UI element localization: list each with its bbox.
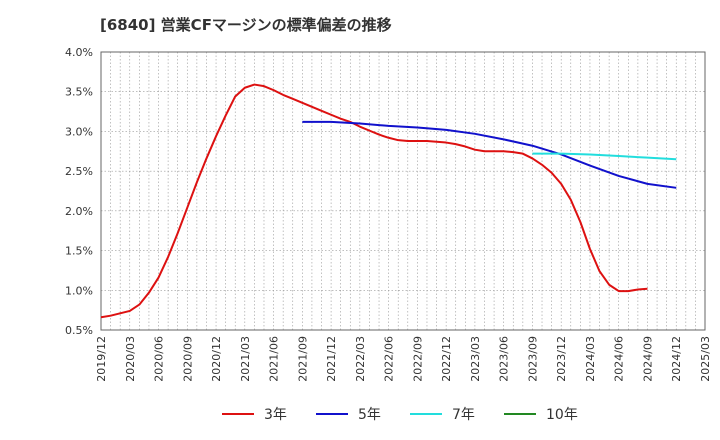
legend-label: 3年 [264, 407, 287, 423]
x-tick-label: 2023/09 [526, 336, 539, 382]
y-tick-label: 2.0% [65, 205, 93, 218]
x-tick-label: 2020/12 [210, 336, 223, 382]
x-tick-label: 2021/06 [268, 336, 281, 382]
chart-title: [6840] 営業CFマージンの標準偏差の推移 [100, 16, 392, 34]
x-tick-label: 2022/12 [440, 336, 453, 382]
x-tick-label: 2020/06 [153, 336, 166, 382]
legend-label: 10年 [546, 407, 578, 423]
series-line-5年 [302, 120, 677, 189]
series-line-3年 [100, 83, 648, 319]
x-tick-label: 2024/09 [641, 336, 654, 382]
x-tick-label: 2022/06 [383, 336, 396, 382]
y-tick-label: 1.5% [65, 245, 93, 258]
plot-border [100, 51, 706, 331]
x-tick-label: 2022/09 [411, 336, 424, 382]
y-tick-label: 1.0% [65, 284, 93, 297]
series-line-7年 [532, 152, 677, 161]
plot-background [101, 52, 705, 330]
y-tick-label: 0.5% [65, 324, 93, 337]
x-tick-label: 2025/03 [699, 336, 712, 382]
x-tick-label: 2021/09 [296, 336, 309, 382]
x-tick-label: 2024/03 [584, 336, 597, 382]
legend-label: 5年 [358, 407, 381, 423]
x-tick-label: 2019/12 [95, 336, 108, 382]
x-tick-label: 2024/06 [613, 336, 626, 382]
x-tick-label: 2020/09 [181, 336, 194, 382]
x-tick-label: 2023/06 [498, 336, 511, 382]
plot-area: 0.5% 1.0% 1.5% 2.0% 2.5% 3.0% 3.5% 4.0% 2019/12 2… [65, 46, 712, 382]
x-tick-label: 2023/12 [555, 336, 568, 382]
x-tick-label: 2022/03 [354, 336, 367, 382]
y-tick-label: 3.0% [65, 125, 93, 138]
legend-label: 7年 [452, 407, 475, 423]
x-tick-label: 2020/03 [124, 336, 137, 382]
y-tick-label: 2.5% [65, 165, 93, 178]
legend: 3年 5年 7年 10年 [222, 407, 578, 423]
x-tick-label: 2024/12 [670, 336, 683, 382]
x-tick-label: 2021/12 [325, 336, 338, 382]
y-tick-label: 4.0% [65, 46, 93, 59]
x-tick-label: 2021/03 [239, 336, 252, 382]
x-tick-label: 2023/03 [469, 336, 482, 382]
y-tick-label: 3.5% [65, 86, 93, 99]
